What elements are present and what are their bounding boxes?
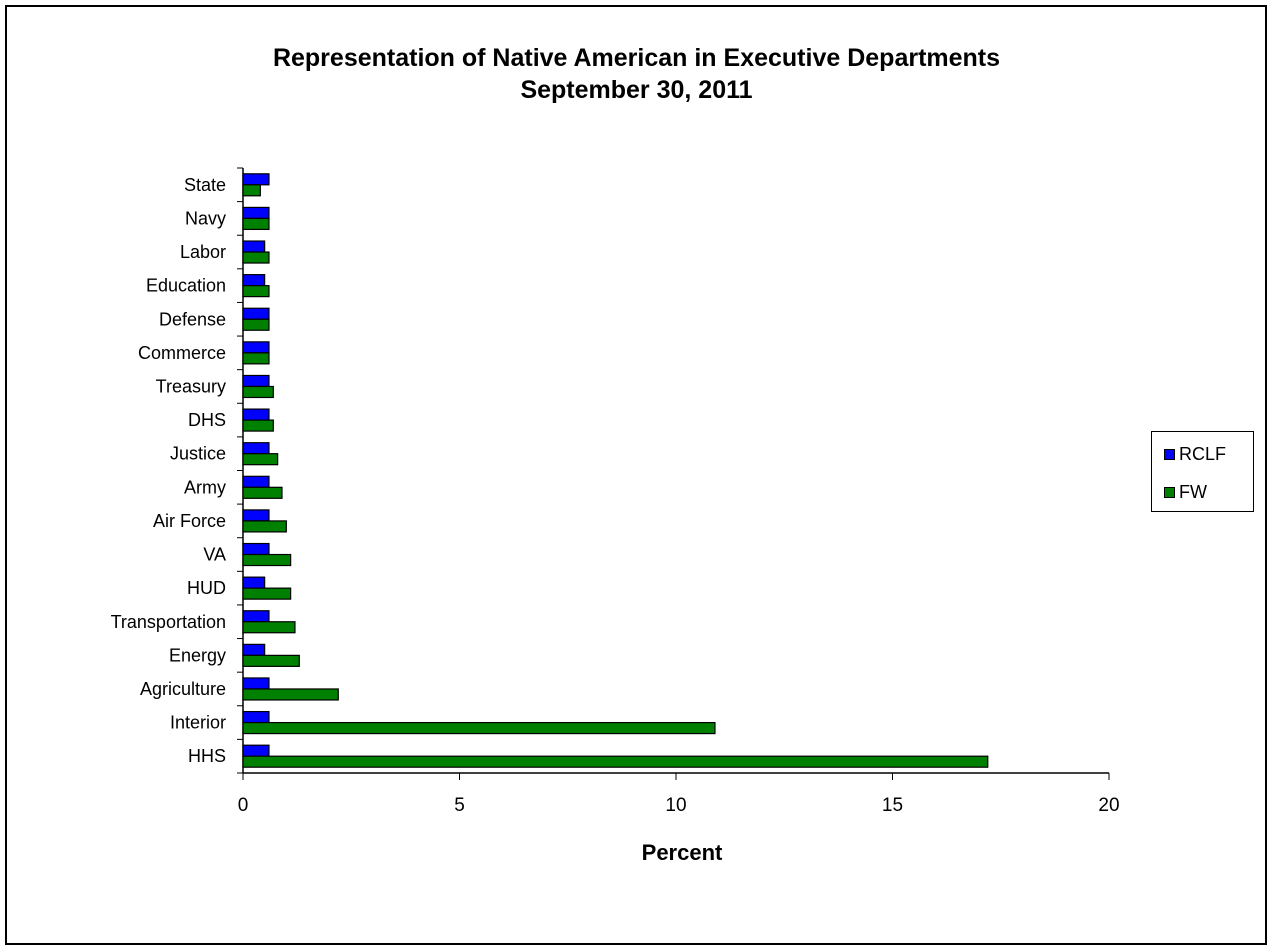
bar-rclf-education (242, 274, 266, 287)
chart-subtitle: September 30, 2011 (520, 76, 753, 104)
bar-fw-navy (242, 217, 270, 231)
y-tick-label-treasury: Treasury (156, 376, 226, 396)
bar-rclf-navy (242, 206, 270, 220)
x-axis: 0 5 10 15 20 (238, 772, 1120, 816)
y-tick-label-hud: HUD (187, 578, 226, 598)
bar-rclf-air-force (242, 509, 270, 522)
bar-fw-hhs (242, 755, 989, 768)
x-axis-title: Percent (642, 840, 723, 865)
bar-fw-army (242, 486, 283, 499)
bar-rclf-hud (242, 576, 266, 589)
bar-fw-air-force (242, 520, 287, 533)
chart-title: Representation of Native American in Exe… (0, 42, 1273, 106)
legend: RCLF FW (1151, 431, 1254, 512)
legend-swatch-rclf (1164, 448, 1175, 460)
bar-rclf-labor (242, 240, 266, 253)
bar-fw-state (242, 184, 261, 197)
x-tick-label-20: 20 (1098, 795, 1119, 816)
y-tick-label-air-force: Air Force (153, 511, 226, 531)
x-tick-label-10: 10 (665, 795, 686, 816)
y-tick-label-interior: Interior (170, 713, 226, 733)
x-tick-label-15: 15 (882, 795, 903, 816)
bar-fw-va (242, 553, 292, 567)
y-tick-label-army: Army (184, 477, 226, 497)
bar-fw-education (242, 285, 270, 298)
legend-label-rclf: RCLF (1179, 443, 1227, 464)
bar-fw-commerce (242, 352, 270, 365)
bar-fw-interior (242, 721, 716, 735)
legend-item-rclf: RCLF (1164, 444, 1226, 464)
y-tick-label-education: Education (146, 276, 226, 296)
bar-fw-transportation (242, 621, 296, 634)
bar-rclf-interior (242, 710, 270, 724)
y-tick-label-justice: Justice (170, 444, 226, 464)
bar-rclf-va (242, 542, 270, 556)
x-tick-label-0: 0 (238, 795, 249, 816)
bar-fw-treasury (242, 385, 274, 399)
y-tick-label-hhs: HHS (188, 746, 226, 766)
y-axis: State Navy Labor Education Defense Commerce Tr… (111, 167, 244, 774)
bar-rclf-treasury (242, 374, 270, 388)
y-tick-label-transportation: Transportation (111, 612, 226, 632)
bar-fw-agriculture (242, 688, 339, 701)
bar-fw-defense (242, 318, 270, 331)
bar-rclf-energy (242, 643, 266, 656)
bar-rclf-army (242, 475, 270, 488)
y-tick-label-navy: Navy (185, 208, 226, 228)
y-tick-label-commerce: Commerce (138, 343, 226, 363)
y-tick-label-labor: Labor (180, 242, 226, 262)
bar-fw-labor (242, 251, 270, 264)
chart-title-line1: Representation of Native American in Exe… (272, 44, 1001, 72)
bar-rclf-transportation (242, 610, 270, 623)
legend-item-fw: FW (1164, 482, 1207, 502)
bar-chart: State Navy Labor Education Defense Commerce Tr… (111, 167, 1120, 865)
y-tick-label-agriculture: Agriculture (140, 679, 226, 699)
bar-fw-dhs (242, 419, 274, 432)
y-tick-label-energy: Energy (169, 645, 226, 665)
bar-fw-justice (242, 453, 279, 466)
bar-rclf-hhs (242, 744, 270, 757)
bars (242, 173, 989, 768)
legend-label-fw: FW (1179, 481, 1207, 502)
bar-rclf-state (242, 173, 270, 186)
x-tick-label-5: 5 (454, 795, 465, 816)
bar-rclf-dhs (242, 408, 270, 421)
legend-swatch-fw (1164, 486, 1175, 498)
y-tick-label-state: State (184, 175, 226, 195)
bar-rclf-commerce (242, 341, 270, 354)
chart-frame (5, 5, 1267, 945)
y-tick-label-va: VA (203, 545, 226, 565)
bar-fw-energy (242, 654, 300, 667)
y-tick-label-dhs: DHS (188, 410, 226, 430)
bar-fw-hud (242, 587, 292, 600)
bar-rclf-defense (242, 307, 270, 320)
bar-rclf-agriculture (242, 677, 270, 690)
y-tick-label-defense: Defense (159, 309, 226, 329)
bar-rclf-justice (242, 442, 270, 455)
